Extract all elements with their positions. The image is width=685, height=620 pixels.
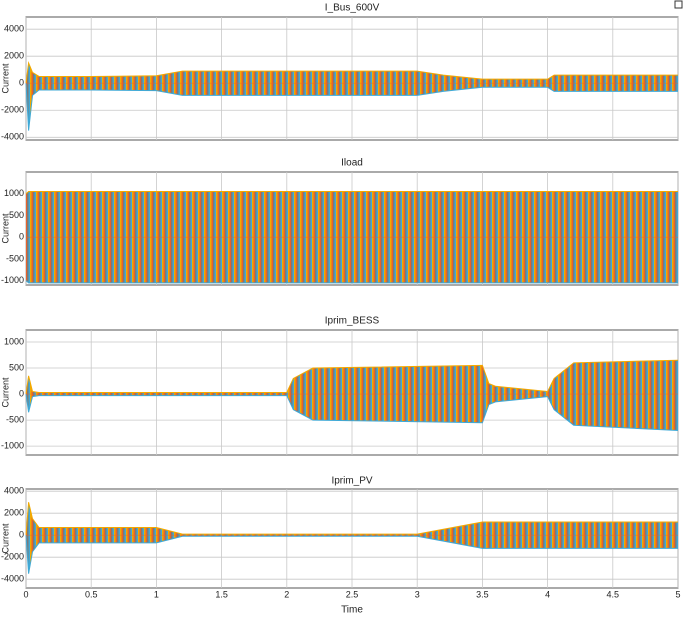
- envelope-lower: [25, 393, 679, 432]
- envelope-lower: [25, 535, 678, 574]
- y-tick-label: 4000: [4, 24, 24, 34]
- y-tick-label: 500: [9, 362, 24, 372]
- y-tick-label: 0: [19, 232, 24, 242]
- y-tick-label: -1000: [1, 275, 24, 285]
- y-tick-label: 2000: [4, 51, 24, 61]
- x-tick-label: 2.5: [346, 589, 359, 599]
- x-tick-label: 5: [675, 589, 680, 599]
- y-axis-label: Current: [0, 523, 10, 554]
- subplot-title: Iload: [341, 158, 363, 169]
- y-tick-label: 500: [9, 210, 24, 220]
- y-tick-label: -2000: [1, 552, 24, 562]
- y-axis-label: Current: [0, 213, 10, 244]
- y-tick-label: 4000: [4, 486, 24, 496]
- y-tick-label: 1000: [4, 188, 24, 198]
- signal-band: [26, 360, 678, 431]
- x-tick-label: 2: [284, 589, 289, 599]
- envelope-upper: [25, 191, 678, 195]
- envelope-upper: [25, 502, 678, 536]
- subplot-title: I_Bus_600V: [325, 3, 380, 14]
- envelope-lower: [25, 83, 678, 131]
- envelope-lower: [25, 280, 678, 284]
- y-tick-label: -4000: [1, 132, 24, 142]
- y-tick-label: 0: [19, 388, 24, 398]
- signal-band: [26, 502, 678, 574]
- envelope-upper: [25, 61, 678, 84]
- y-tick-label: -2000: [1, 105, 24, 115]
- x-tick-label: 1.5: [215, 589, 228, 599]
- x-tick-label: 0: [23, 589, 28, 599]
- y-tick-label: 0: [19, 78, 24, 88]
- x-tick-label: 1: [154, 589, 159, 599]
- x-tick-label: 3: [415, 589, 420, 599]
- undock-icon[interactable]: [674, 0, 683, 9]
- envelope-upper: [25, 359, 679, 395]
- x-tick-label: 3.5: [476, 589, 489, 599]
- signal-band: [26, 62, 678, 131]
- x-tick-label: 0.5: [85, 589, 98, 599]
- y-tick-label: 0: [19, 530, 24, 540]
- x-tick-label: 4: [545, 589, 550, 599]
- y-tick-label: -4000: [1, 574, 24, 584]
- y-tick-label: -500: [6, 414, 24, 424]
- y-axis-label: Current: [0, 63, 10, 94]
- y-axis-label: Current: [0, 377, 10, 408]
- y-tick-label: -500: [6, 253, 24, 263]
- x-tick-label: 4.5: [607, 589, 620, 599]
- x-axis-label: Time: [341, 605, 363, 616]
- subplot-title: Iprim_PV: [331, 476, 372, 487]
- y-tick-label: 1000: [4, 336, 24, 346]
- subplot-title: Iprim_BESS: [325, 316, 380, 327]
- y-tick-label: 2000: [4, 508, 24, 518]
- y-tick-label: -1000: [1, 441, 24, 451]
